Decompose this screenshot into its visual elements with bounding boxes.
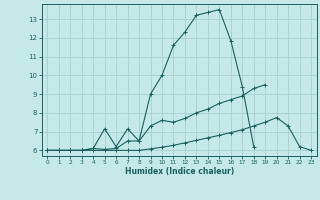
X-axis label: Humidex (Indice chaleur): Humidex (Indice chaleur) (124, 167, 234, 176)
